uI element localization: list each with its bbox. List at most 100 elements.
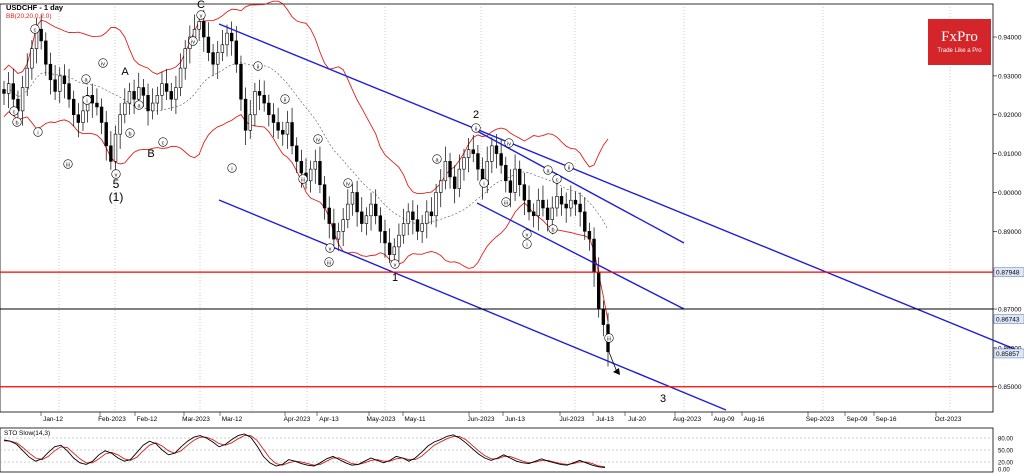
channel-line bbox=[476, 202, 685, 310]
candle-body bbox=[155, 95, 160, 104]
wave-label-circle bbox=[33, 127, 43, 137]
candle-body bbox=[597, 271, 601, 310]
wave-label-circle bbox=[298, 174, 308, 184]
candle-body bbox=[369, 203, 373, 217]
candle-body bbox=[192, 28, 197, 38]
candle-body bbox=[332, 223, 336, 240]
candle-body bbox=[123, 102, 127, 116]
candle-body bbox=[150, 102, 155, 112]
wave-label: iv bbox=[101, 61, 105, 67]
candle-body bbox=[295, 145, 299, 162]
wave-label-circle bbox=[543, 165, 553, 175]
price-tick-label: 0.93000 bbox=[998, 73, 1022, 80]
price-tick-label: 0.92000 bbox=[998, 112, 1022, 119]
wave-label-circle bbox=[63, 159, 73, 169]
candle-body bbox=[378, 215, 383, 232]
wave-label: i bbox=[86, 98, 87, 104]
forecast-arrow-head bbox=[613, 368, 620, 375]
candle-body bbox=[318, 161, 322, 185]
candle-body bbox=[308, 168, 313, 182]
wave-label-circle bbox=[564, 162, 574, 172]
stochastic-panel: 80.00 50.00 20.000.00 bbox=[0, 433, 1014, 474]
wave-label: 3 bbox=[660, 393, 666, 405]
candle-body bbox=[281, 129, 285, 135]
date-tick-label: Aug-2023 bbox=[673, 416, 702, 423]
candle-body bbox=[137, 87, 141, 100]
date-tick-label: Mar-12 bbox=[222, 416, 243, 423]
candle-body bbox=[267, 102, 271, 116]
candle-body bbox=[355, 192, 359, 213]
candle-body bbox=[202, 21, 206, 38]
candle-body bbox=[285, 122, 290, 135]
candle-body bbox=[81, 110, 85, 123]
candle-body bbox=[290, 122, 294, 147]
date-tick-label: Feb-12 bbox=[137, 416, 158, 423]
price-tick-label: 0.91000 bbox=[998, 151, 1022, 158]
price-tick-label: 0.85000 bbox=[998, 384, 1022, 391]
candle-body bbox=[592, 238, 596, 273]
candle-body bbox=[71, 98, 76, 116]
candle-body bbox=[494, 145, 499, 154]
wave-label: a bbox=[137, 103, 141, 109]
wave-label-circle bbox=[196, 10, 206, 20]
wave-label-circle bbox=[82, 95, 92, 105]
price-tag-label: 0.85857 bbox=[996, 351, 1020, 358]
candle-body bbox=[564, 203, 568, 209]
wave-label-circle bbox=[280, 94, 290, 104]
candle-body bbox=[113, 133, 118, 162]
candle-body bbox=[550, 207, 554, 220]
wave-label-circle bbox=[188, 36, 198, 46]
candle-body bbox=[220, 44, 225, 53]
candle-body bbox=[401, 223, 406, 236]
candle-body bbox=[452, 176, 457, 189]
candle-body bbox=[545, 207, 550, 220]
logo-brand: FxPro bbox=[941, 29, 978, 45]
wave-label: B bbox=[147, 148, 154, 160]
candle-body bbox=[383, 231, 387, 244]
candle-body bbox=[174, 87, 178, 100]
wave-label: i bbox=[231, 166, 232, 172]
wave-label-circle bbox=[81, 74, 91, 84]
date-tick-label: Sep-09 bbox=[847, 416, 868, 423]
candle-body bbox=[118, 114, 122, 135]
candle-body bbox=[471, 149, 475, 154]
bollinger-lower bbox=[3, 111, 609, 322]
wave-label-circle bbox=[522, 239, 532, 249]
candle-body bbox=[276, 122, 280, 131]
candle-body bbox=[411, 211, 415, 220]
candle-body bbox=[536, 199, 541, 217]
candle-body bbox=[583, 211, 587, 232]
wave-label: c bbox=[34, 27, 37, 33]
price-panel-frame bbox=[0, 3, 994, 413]
channel-line bbox=[218, 23, 1023, 353]
candle-body bbox=[457, 168, 462, 189]
candle-body bbox=[578, 203, 582, 213]
chart-grid bbox=[0, 3, 994, 473]
wave-label-circle bbox=[501, 197, 511, 207]
candle-body bbox=[243, 98, 248, 131]
wave-label: v bbox=[526, 232, 529, 238]
date-tick-label: Sep-16 bbox=[876, 416, 897, 423]
candle-body bbox=[522, 184, 527, 201]
candle-body bbox=[95, 102, 99, 108]
candle-body bbox=[336, 231, 341, 240]
candle-body bbox=[253, 91, 257, 116]
candle-body bbox=[25, 67, 29, 88]
wave-label: iv bbox=[346, 181, 350, 187]
candle-body bbox=[146, 95, 150, 112]
wave-label-circle bbox=[604, 333, 614, 343]
candle-body bbox=[183, 48, 187, 69]
price-tick-label: 0.89000 bbox=[998, 229, 1022, 236]
candle-body bbox=[406, 211, 410, 224]
candle-body bbox=[341, 219, 345, 232]
wave-label: A bbox=[121, 66, 129, 78]
wave-label-circle bbox=[522, 229, 532, 239]
candle-body bbox=[132, 91, 136, 100]
date-tick-label: Apr-2023 bbox=[284, 416, 311, 423]
wave-label: c bbox=[556, 177, 559, 183]
wave-label: iii bbox=[301, 177, 305, 183]
date-tick-label: May-2023 bbox=[367, 416, 396, 423]
candle-body bbox=[499, 153, 503, 166]
candle-body bbox=[271, 114, 276, 123]
